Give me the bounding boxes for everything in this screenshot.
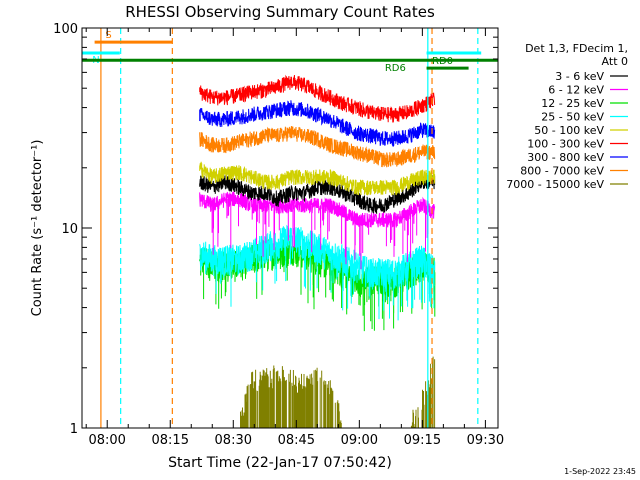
series-3-6keV	[199, 174, 436, 215]
series-trace	[240, 356, 436, 428]
x-tick-label: 09:30	[467, 433, 504, 448]
series-dropouts	[211, 198, 429, 270]
x-tick-label: 08:30	[215, 433, 252, 448]
legend-label: 300 - 800 keV	[527, 151, 604, 164]
series-100-300keV	[199, 74, 436, 123]
legend-label: 12 - 25 keV	[541, 97, 604, 110]
legend-label: 800 - 7000 keV	[520, 165, 604, 178]
legend-label: 6 - 12 keV	[548, 84, 604, 97]
legend-label: 100 - 300 keV	[527, 138, 604, 151]
legend-label: 3 - 6 keV	[555, 70, 604, 83]
y-tick-label: 100	[53, 22, 78, 37]
series-7000-15000keV	[240, 356, 436, 428]
legend-label: 50 - 100 keV	[534, 124, 604, 137]
axes: 08:00 08:15 08:30 08:45 09:00 09:15 09:30 1 10 10…	[53, 22, 504, 448]
chart-title: RHESSI Observing Summary Count Rates	[125, 3, 435, 21]
y-tick-label: 1	[70, 422, 78, 437]
y-tick-label: 10	[61, 222, 78, 237]
series-25-50keV	[199, 224, 436, 321]
series-6-12keV	[199, 191, 436, 270]
flag-label-S: S	[105, 30, 111, 41]
legend-label: 7000 - 15000 keV	[506, 178, 604, 191]
x-axis-label: Start Time (22-Jan-17 07:50:42)	[168, 455, 392, 471]
series-trace	[199, 174, 436, 215]
x-tick-label: 09:00	[341, 433, 378, 448]
series-trace	[199, 74, 436, 123]
legend-header: Att 0	[602, 55, 628, 68]
series-trace	[199, 100, 436, 147]
series-trace	[199, 161, 436, 196]
plot-area: SNRD6RD0	[82, 28, 498, 428]
series-50-100keV	[199, 161, 436, 196]
series-800-7000keV	[199, 125, 436, 168]
legend-header: Det 1,3, FDecim 1,	[525, 42, 628, 55]
series-trace	[199, 224, 436, 290]
flag-label-RD0: RD0	[432, 56, 453, 67]
series-trace	[199, 125, 436, 168]
x-tick-label: 09:15	[404, 433, 441, 448]
series-dropouts	[205, 237, 435, 321]
x-tick-label: 08:15	[152, 433, 189, 448]
flag-label-RD6: RD6	[385, 63, 406, 74]
y-axis-label: Count Rate (s⁻¹ detector⁻¹)	[30, 140, 45, 317]
x-tick-label: 08:45	[278, 433, 315, 448]
footer-date: 1-Sep-2022 23:45	[564, 467, 636, 476]
series-300-800keV	[199, 100, 436, 147]
legend-label: 25 - 50 keV	[541, 111, 604, 124]
x-tick-label: 08:00	[88, 433, 125, 448]
